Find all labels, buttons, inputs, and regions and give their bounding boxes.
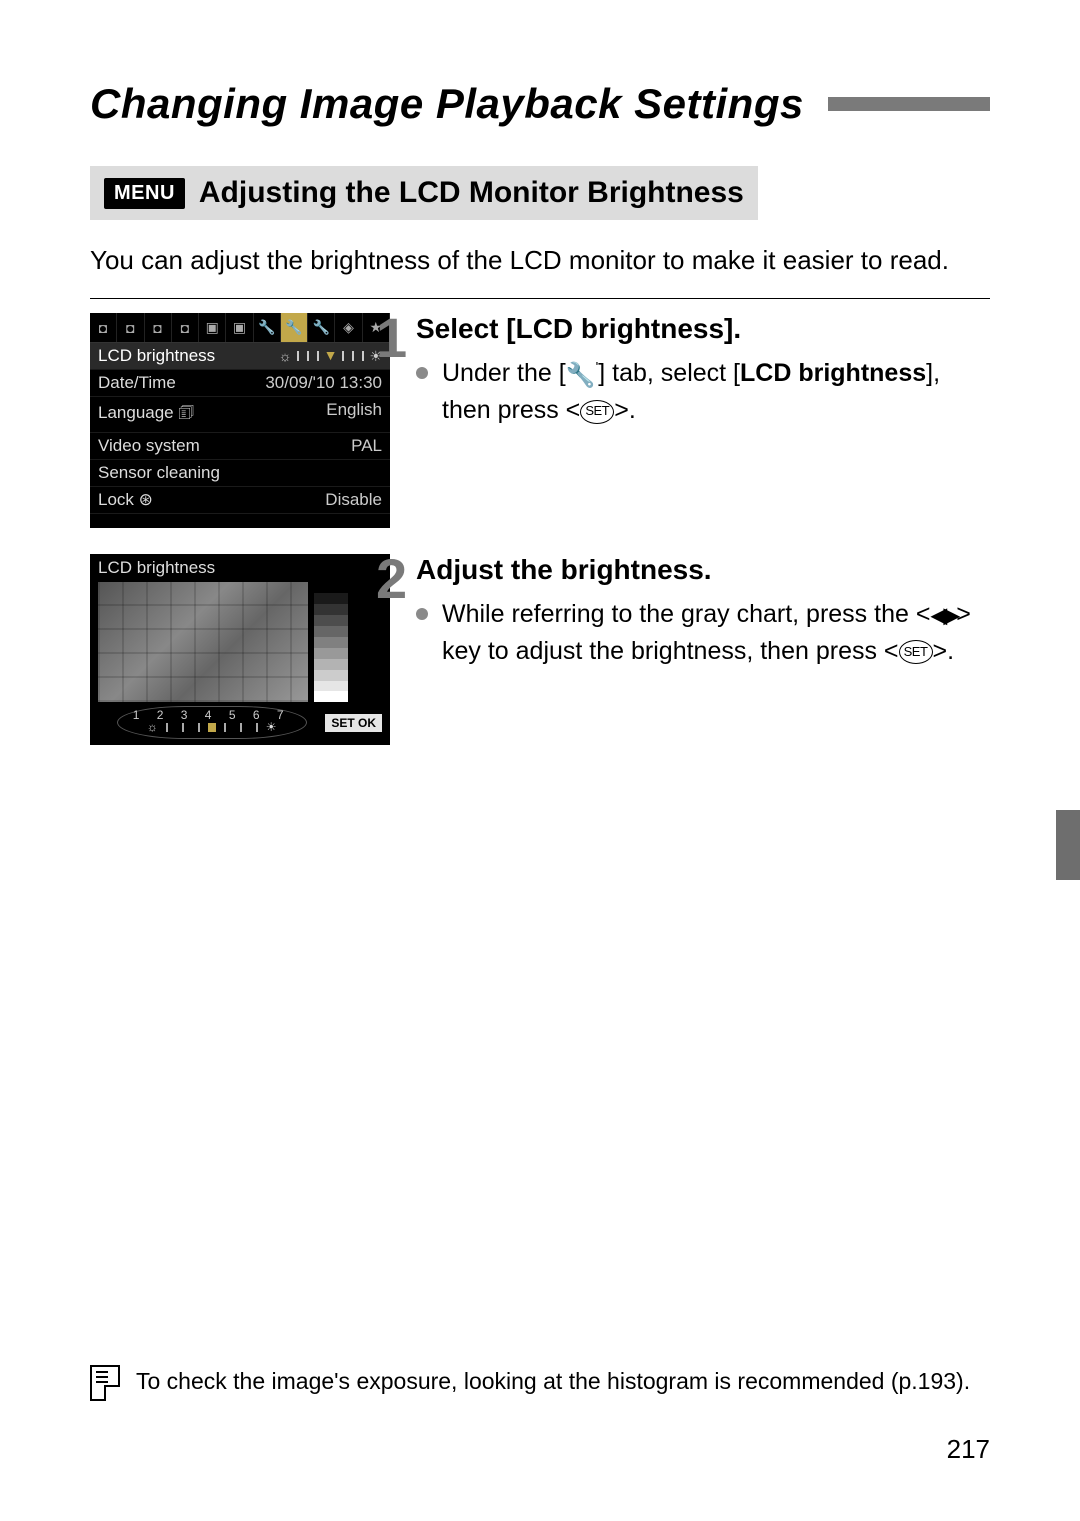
sun-big-icon: ☀ xyxy=(266,720,277,734)
gray-step xyxy=(314,681,348,692)
camera-tab: 🔧 xyxy=(254,313,281,342)
gray-step xyxy=(314,637,348,648)
camera-tab: ◘ xyxy=(145,313,172,342)
gray-step xyxy=(314,691,348,702)
set-button-icon: SET xyxy=(899,640,933,664)
camera-tab: ▣ xyxy=(199,313,226,342)
step-2-screenshot: LCD brightness 1 2 3 4 5 6 7 ☼ ☀ xyxy=(90,554,390,745)
scale-indicator: ☼ ☀ xyxy=(124,720,300,734)
menu-row-value: English xyxy=(326,400,382,429)
camera-tab: 🔧 xyxy=(281,313,308,342)
sun-small-icon: ☼ xyxy=(147,720,158,734)
step-1-text: 1 Select [LCD brightness]. Under the [🔧'… xyxy=(416,313,990,528)
gray-step xyxy=(314,582,348,593)
menu-row-label: Sensor cleaning xyxy=(98,463,220,483)
brightness-scale: 1 2 3 4 5 6 7 ☼ ☀ xyxy=(98,706,325,739)
section-divider xyxy=(90,298,990,299)
step-2-text: 2 Adjust the brightness. While referring… xyxy=(416,554,990,745)
menu-row-value: 30/09/'10 13:30 xyxy=(265,373,382,393)
gray-step xyxy=(314,604,348,615)
bullet-icon xyxy=(416,367,428,379)
step-1-block: ◘◘◘◘▣▣🔧🔧🔧◈★ LCD brightness ☼▼☀ Date/Time 30… xyxy=(90,313,990,528)
text-fragment: While referring to the gray chart, press… xyxy=(442,600,930,628)
camera-tab: ◘ xyxy=(117,313,144,342)
page-title-row: Changing Image Playback Settings xyxy=(90,80,990,128)
menu-row-label: LCD brightness xyxy=(98,346,215,366)
step-1-screenshot: ◘◘◘◘▣▣🔧🔧🔧◈★ LCD brightness ☼▼☀ Date/Time 30… xyxy=(90,313,390,528)
gray-step xyxy=(314,615,348,626)
manual-page: Changing Image Playback Settings MENU Ad… xyxy=(0,0,1080,1521)
menu-badge-icon: MENU xyxy=(104,178,185,209)
note-text: To check the image's exposure, looking a… xyxy=(136,1365,970,1401)
camera-menu-row: Video system PAL xyxy=(90,433,390,460)
menu-row-label: Lock ⊛ xyxy=(98,490,153,510)
gray-step xyxy=(314,670,348,681)
subheading-text: Adjusting the LCD Monitor Brightness xyxy=(199,176,744,210)
step-1-title: Select [LCD brightness]. xyxy=(416,313,990,345)
step-1-bullet-text: Under the [🔧'] tab, select [LCD brightne… xyxy=(442,355,990,428)
bullet-icon xyxy=(416,608,428,620)
camera-tab: ▣ xyxy=(226,313,253,342)
title-decor-bar xyxy=(828,97,990,111)
gray-step xyxy=(314,659,348,670)
menu-row-value: Disable xyxy=(325,490,382,510)
intro-paragraph: You can adjust the brightness of the LCD… xyxy=(90,242,990,278)
camera-menu-row: LCD brightness ☼▼☀ xyxy=(90,343,390,370)
scale-ellipse: 1 2 3 4 5 6 7 ☼ ☀ xyxy=(117,706,307,739)
camera-tab: ◘ xyxy=(172,313,199,342)
menu-row-value: PAL xyxy=(351,436,382,456)
step-2-title: Adjust the brightness. xyxy=(416,554,990,586)
camera-menu-row: Date/Time 30/09/'10 13:30 xyxy=(90,370,390,397)
camera-tab: ◘ xyxy=(90,313,117,342)
left-right-key-icon: ◀▶ xyxy=(930,603,956,628)
camera-menu-tabs: ◘◘◘◘▣▣🔧🔧🔧◈★ xyxy=(90,313,390,343)
camera-menu-mock: ◘◘◘◘▣▣🔧🔧🔧◈★ LCD brightness ☼▼☀ Date/Time 30… xyxy=(90,313,390,528)
menu-row-label: Language 🗊 xyxy=(98,400,194,429)
camera-menu-row: Language 🗊 English xyxy=(90,397,390,433)
brightness-screen-title: LCD brightness xyxy=(90,554,390,582)
camera-tab: ◈ xyxy=(335,313,362,342)
footer-note: To check the image's exposure, looking a… xyxy=(90,1365,990,1401)
scale-pointer xyxy=(208,723,216,732)
gray-step xyxy=(314,593,348,604)
page-number: 217 xyxy=(947,1434,990,1465)
preview-image-mock xyxy=(98,582,308,702)
text-fragment: >. xyxy=(614,396,636,424)
menu-row-value: ☼▼☀ xyxy=(279,346,382,366)
camera-menu-row: Sensor cleaning xyxy=(90,460,390,487)
note-icon xyxy=(90,1365,120,1401)
lcd-brightness-label: LCD brightness xyxy=(740,359,926,387)
step-2-bullet: While referring to the gray chart, press… xyxy=(416,596,990,669)
menu-row-label: Date/Time xyxy=(98,373,176,393)
text-fragment: ] tab, select [ xyxy=(598,359,740,387)
page-title: Changing Image Playback Settings xyxy=(90,80,804,128)
text-fragment: >. xyxy=(933,637,955,665)
set-ok-button: SET OK xyxy=(325,714,382,732)
set-button-icon: SET xyxy=(580,400,614,424)
gray-step xyxy=(314,626,348,637)
gray-step xyxy=(314,648,348,659)
step-1-bullet: Under the [🔧'] tab, select [LCD brightne… xyxy=(416,355,990,428)
brightness-screen-footer: 1 2 3 4 5 6 7 ☼ ☀ SET OK xyxy=(90,706,390,745)
step-2-block: LCD brightness 1 2 3 4 5 6 7 ☼ ☀ xyxy=(90,554,990,745)
camera-brightness-mock: LCD brightness 1 2 3 4 5 6 7 ☼ ☀ xyxy=(90,554,390,745)
gray-chart xyxy=(314,582,348,702)
menu-row-label: Video system xyxy=(98,436,200,456)
step-2-bullet-text: While referring to the gray chart, press… xyxy=(442,596,990,669)
step-number-2: 2 xyxy=(376,546,407,611)
step-number-1: 1 xyxy=(376,305,407,370)
camera-tab: 🔧 xyxy=(308,313,335,342)
text-fragment: Under the [ xyxy=(442,359,566,387)
brightness-screen-body xyxy=(90,582,390,706)
edge-thumb-tab xyxy=(1056,810,1080,880)
section-subheading: MENU Adjusting the LCD Monitor Brightnes… xyxy=(90,166,758,220)
camera-menu-row: Lock ⊛ Disable xyxy=(90,487,390,514)
wrench-icon: 🔧 xyxy=(566,359,596,394)
